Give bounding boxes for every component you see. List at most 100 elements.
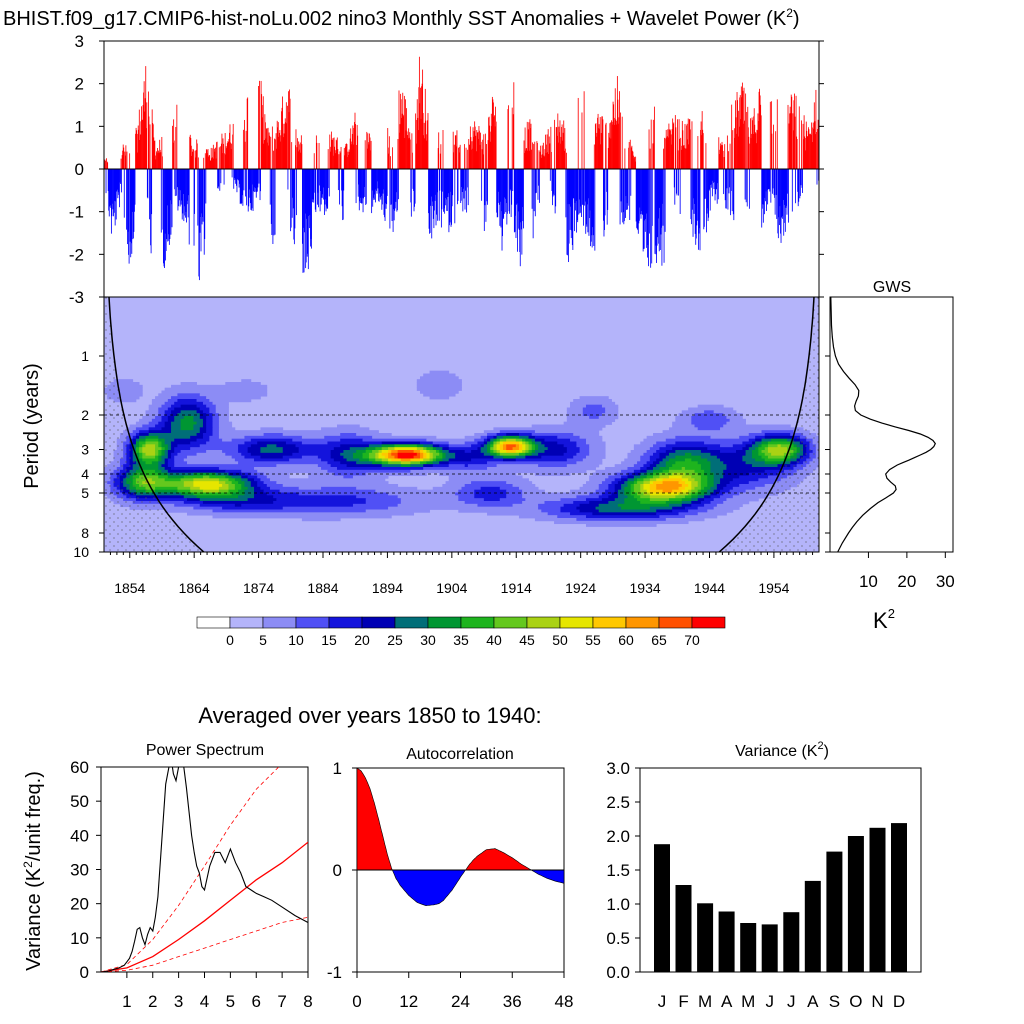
power-cell — [375, 458, 383, 462]
negative-anomaly-bar — [584, 169, 586, 206]
power-cell — [560, 498, 587, 502]
power-cell — [135, 427, 150, 431]
power-cell — [541, 441, 558, 445]
power-cell — [113, 399, 137, 403]
positive-anomaly-bar — [688, 119, 690, 169]
negative-anomaly-bar — [290, 169, 292, 232]
power-cell — [585, 455, 606, 459]
power-cell — [729, 418, 746, 423]
power-cell — [707, 481, 715, 485]
power-cell — [531, 438, 536, 442]
power-cell — [739, 435, 756, 440]
negative-anomaly-bar — [381, 169, 383, 210]
power-cell — [206, 450, 223, 454]
power-cell — [164, 461, 169, 465]
negative-anomaly-bar — [535, 169, 537, 193]
negative-anomaly-bar — [109, 169, 111, 207]
negative-anomaly-bar — [325, 169, 326, 200]
negative-anomaly-bar — [642, 169, 644, 252]
positive-anomaly-bar — [267, 127, 269, 169]
positive-anomaly-bar — [425, 140, 427, 169]
negative-anomaly-bar — [371, 169, 373, 214]
period-tick-label: 3 — [81, 442, 89, 458]
power-cell — [250, 472, 264, 476]
negative-anomaly-bar — [396, 169, 398, 212]
power-cell — [317, 455, 332, 459]
positive-anomaly-bar — [697, 136, 699, 169]
power-cell — [247, 475, 258, 479]
positive-anomaly-bar — [677, 150, 679, 169]
positive-anomaly-bar — [158, 150, 160, 169]
positive-anomaly-bar — [758, 91, 760, 169]
positive-anomaly-bar — [680, 137, 682, 169]
power-cell — [388, 450, 392, 454]
negative-anomaly-bar — [324, 169, 326, 205]
power-cell — [621, 475, 628, 479]
power-cell — [691, 501, 702, 505]
power-cell — [139, 435, 146, 440]
negative-anomaly-bar — [512, 169, 514, 192]
negative-anomaly-bar — [374, 169, 376, 195]
power-cell — [538, 452, 565, 457]
positive-anomaly-bar — [687, 118, 689, 169]
power-cell — [260, 427, 284, 431]
positive-anomaly-bar — [752, 134, 754, 169]
power-cell — [381, 458, 389, 462]
power-cell — [496, 464, 539, 468]
power-cell — [506, 447, 513, 451]
positive-anomaly-bar — [405, 99, 406, 169]
negative-anomaly-bar — [657, 169, 659, 219]
power-cell — [448, 444, 472, 448]
power-cell — [637, 498, 651, 502]
power-cell — [397, 450, 415, 454]
negative-anomaly-bar — [675, 169, 677, 194]
power-cell — [196, 404, 207, 408]
negative-anomaly-bar — [252, 169, 254, 211]
power-cell — [426, 438, 475, 442]
negative-anomaly-bar — [496, 169, 498, 218]
positive-anomaly-bar — [402, 92, 404, 169]
negative-anomaly-bar — [452, 169, 454, 196]
negative-anomaly-bar — [499, 169, 501, 202]
negative-anomaly-bar — [217, 169, 219, 189]
power-cell — [700, 467, 711, 471]
power-cell — [700, 501, 711, 505]
negative-anomaly-bar — [695, 169, 697, 239]
positive-anomaly-bar — [751, 117, 753, 169]
power-cell — [582, 410, 606, 414]
power-cell — [767, 455, 785, 459]
negative-anomaly-bar — [178, 169, 179, 207]
positive-anomaly-bar — [653, 106, 655, 169]
power-cell — [483, 430, 501, 434]
negative-anomaly-bar — [728, 169, 730, 194]
negative-anomaly-bar — [658, 169, 660, 252]
power-cell — [158, 438, 166, 442]
positive-anomaly-bar — [352, 144, 354, 169]
power-cell — [544, 444, 565, 448]
power-cell — [668, 475, 683, 479]
negative-anomaly-bar — [435, 169, 437, 226]
positive-anomaly-bar — [261, 94, 263, 169]
positive-anomaly-bar — [671, 129, 673, 169]
power-cell — [448, 458, 472, 462]
positive-anomaly-bar — [337, 149, 339, 169]
power-cell — [158, 464, 162, 468]
negative-anomaly-bar — [130, 169, 132, 258]
power-cell — [164, 413, 172, 417]
power-cell — [653, 481, 663, 485]
negative-anomaly-bar — [704, 169, 706, 199]
positive-anomaly-bar — [769, 101, 771, 169]
positive-anomaly-bar — [598, 124, 600, 169]
negative-anomaly-bar — [105, 169, 107, 194]
power-cell — [212, 433, 220, 437]
colorbar-swatch — [592, 616, 627, 629]
power-cell — [225, 481, 233, 485]
power-cell — [458, 489, 475, 493]
power-cell — [503, 435, 520, 440]
positive-anomaly-bar — [480, 141, 482, 169]
power-cell — [627, 475, 635, 479]
power-cell — [155, 486, 178, 491]
power-cell — [161, 404, 172, 408]
negative-anomaly-bar — [761, 169, 763, 205]
